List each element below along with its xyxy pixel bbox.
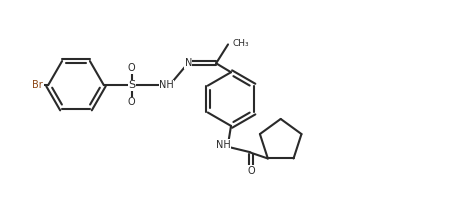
Text: O: O xyxy=(247,166,255,176)
Text: O: O xyxy=(128,97,135,107)
Text: CH₃: CH₃ xyxy=(233,39,250,48)
Text: NH: NH xyxy=(216,140,231,150)
Text: O: O xyxy=(128,63,135,73)
Text: N: N xyxy=(185,58,192,68)
Text: NH: NH xyxy=(159,80,174,90)
Text: Br: Br xyxy=(33,80,43,90)
Text: S: S xyxy=(128,80,135,90)
